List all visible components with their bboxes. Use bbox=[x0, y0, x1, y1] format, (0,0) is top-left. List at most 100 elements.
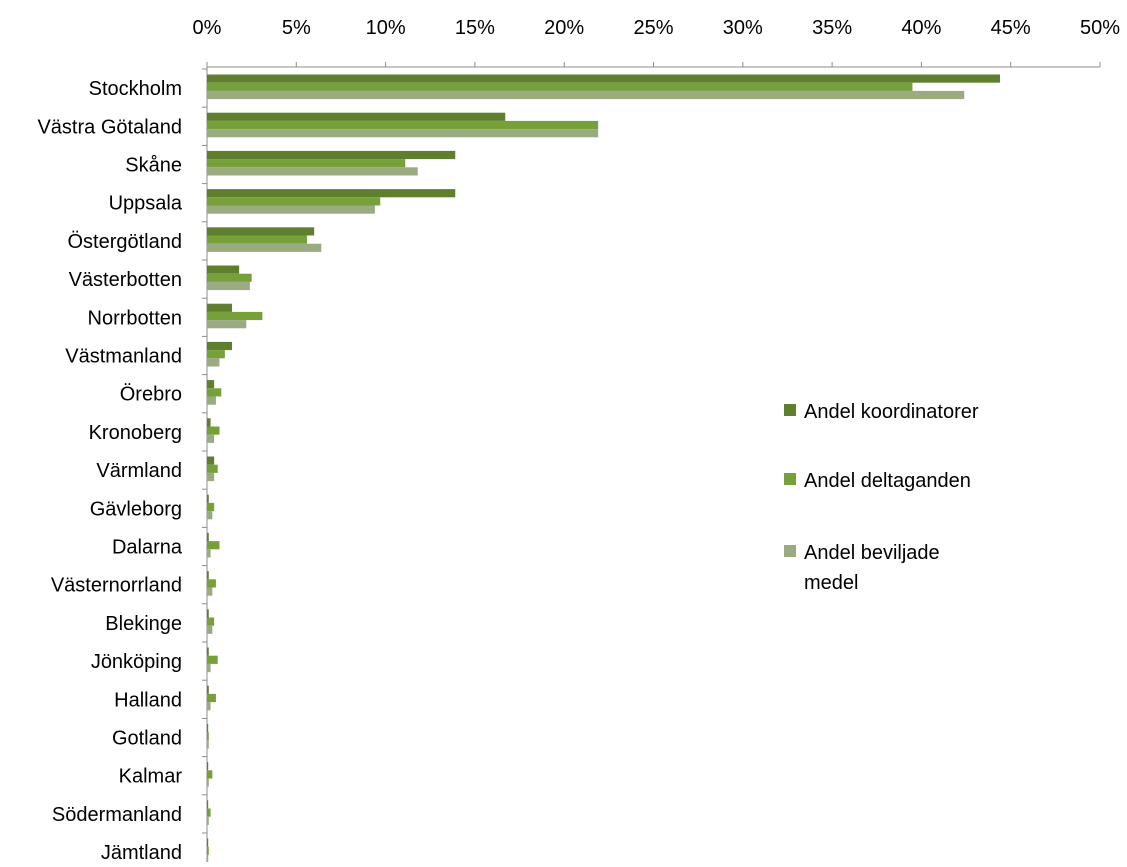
bar bbox=[207, 396, 216, 405]
legend-label-line: Andel deltaganden bbox=[804, 470, 971, 492]
legend-label: Andel deltaganden bbox=[804, 470, 971, 492]
category-label: Östergötland bbox=[67, 231, 182, 253]
bar bbox=[207, 358, 220, 367]
category-label: Örebro bbox=[120, 384, 182, 406]
bar bbox=[207, 311, 263, 321]
legend-swatch bbox=[784, 404, 796, 416]
bar bbox=[207, 494, 209, 503]
category-label: Halland bbox=[114, 689, 182, 711]
bar bbox=[207, 120, 599, 130]
x-tick-label: 25% bbox=[633, 17, 673, 39]
category-label: Gävleborg bbox=[90, 498, 182, 520]
bar bbox=[207, 273, 252, 282]
category-label: Västerbotten bbox=[69, 269, 182, 291]
bar bbox=[207, 426, 220, 435]
bar bbox=[207, 579, 216, 588]
bar bbox=[207, 380, 215, 389]
category-label: Stockholm bbox=[89, 78, 182, 100]
category-label: Västra Götaland bbox=[37, 116, 182, 138]
bar bbox=[207, 647, 209, 656]
x-tick-label: 0% bbox=[193, 17, 222, 39]
bar bbox=[207, 129, 599, 138]
bar bbox=[207, 227, 315, 236]
bar bbox=[207, 159, 406, 168]
bar bbox=[207, 350, 225, 359]
bar bbox=[207, 205, 375, 214]
category-label: Skåne bbox=[125, 155, 182, 177]
bar bbox=[207, 235, 308, 244]
legend-label-line: Andel koordinatorer bbox=[804, 401, 979, 423]
x-tick-label: 20% bbox=[544, 17, 584, 39]
bar bbox=[207, 663, 211, 673]
bar bbox=[207, 189, 456, 198]
bars-layer bbox=[207, 74, 1000, 864]
bar bbox=[207, 265, 240, 274]
bar bbox=[207, 320, 247, 329]
bar bbox=[207, 243, 322, 252]
bar bbox=[207, 609, 209, 618]
x-tick-label: 40% bbox=[901, 17, 941, 39]
bar bbox=[207, 434, 215, 443]
bar bbox=[207, 816, 209, 825]
bar bbox=[207, 808, 211, 817]
bar bbox=[207, 532, 209, 542]
category-label: Jönköping bbox=[91, 651, 182, 673]
bar bbox=[207, 571, 209, 580]
bar bbox=[207, 281, 250, 291]
bar bbox=[207, 778, 209, 787]
category-labels: Stockholm Västra Götaland Skåne Uppsala Öste… bbox=[37, 78, 183, 864]
bar bbox=[207, 464, 218, 473]
bar bbox=[207, 723, 209, 733]
bar bbox=[207, 456, 215, 465]
bar bbox=[207, 90, 965, 100]
x-tick-label: 5% bbox=[282, 17, 311, 39]
bar bbox=[207, 854, 209, 864]
bar bbox=[207, 388, 222, 397]
bar bbox=[207, 112, 506, 121]
bar bbox=[207, 197, 381, 206]
x-tick-label: 35% bbox=[812, 17, 852, 39]
bar bbox=[207, 625, 213, 634]
bar bbox=[207, 702, 211, 711]
category-label: Västernorrland bbox=[51, 575, 182, 597]
bar bbox=[207, 770, 213, 779]
category-label: Södermanland bbox=[52, 804, 182, 826]
x-tick-label: 15% bbox=[455, 17, 495, 39]
bar bbox=[207, 341, 233, 351]
x-tick-label: 30% bbox=[723, 17, 763, 39]
legend-swatch bbox=[784, 473, 796, 485]
bar bbox=[207, 685, 209, 694]
bar bbox=[207, 502, 215, 512]
bar bbox=[207, 655, 218, 664]
bar bbox=[207, 303, 233, 312]
x-tick-label: 50% bbox=[1080, 17, 1120, 39]
bar bbox=[207, 167, 418, 176]
bar bbox=[207, 541, 220, 550]
category-label: Uppsala bbox=[109, 193, 183, 215]
bar bbox=[207, 838, 209, 847]
bar bbox=[207, 587, 213, 596]
category-label: Värmland bbox=[96, 460, 182, 482]
axis-layer: 0% 5% 10% 15% 20% 25% 30% 35% 40% 45% 50% bbox=[193, 17, 1120, 867]
bar bbox=[207, 472, 215, 482]
category-label: Jämtland bbox=[101, 842, 182, 862]
x-tick-label: 10% bbox=[366, 17, 406, 39]
category-label: Dalarna bbox=[112, 537, 183, 559]
category-label: Gotland bbox=[112, 728, 182, 750]
bar bbox=[207, 762, 209, 771]
bar bbox=[207, 846, 209, 855]
bar bbox=[207, 418, 211, 427]
category-label: Blekinge bbox=[105, 613, 182, 635]
legend-label: Andel koordinatorer bbox=[804, 401, 979, 423]
category-label: Västmanland bbox=[65, 346, 182, 368]
category-label: Norrbotten bbox=[88, 307, 183, 329]
bar bbox=[207, 74, 1000, 83]
legend-swatch bbox=[784, 545, 796, 557]
bar bbox=[207, 740, 209, 749]
bar bbox=[207, 82, 913, 91]
category-label: Kalmar bbox=[119, 766, 183, 788]
legend-label-line: Andel beviljade bbox=[804, 542, 940, 564]
legend: Andel koordinatorer Andel deltaganden Ande… bbox=[784, 401, 979, 594]
bar bbox=[207, 150, 456, 160]
